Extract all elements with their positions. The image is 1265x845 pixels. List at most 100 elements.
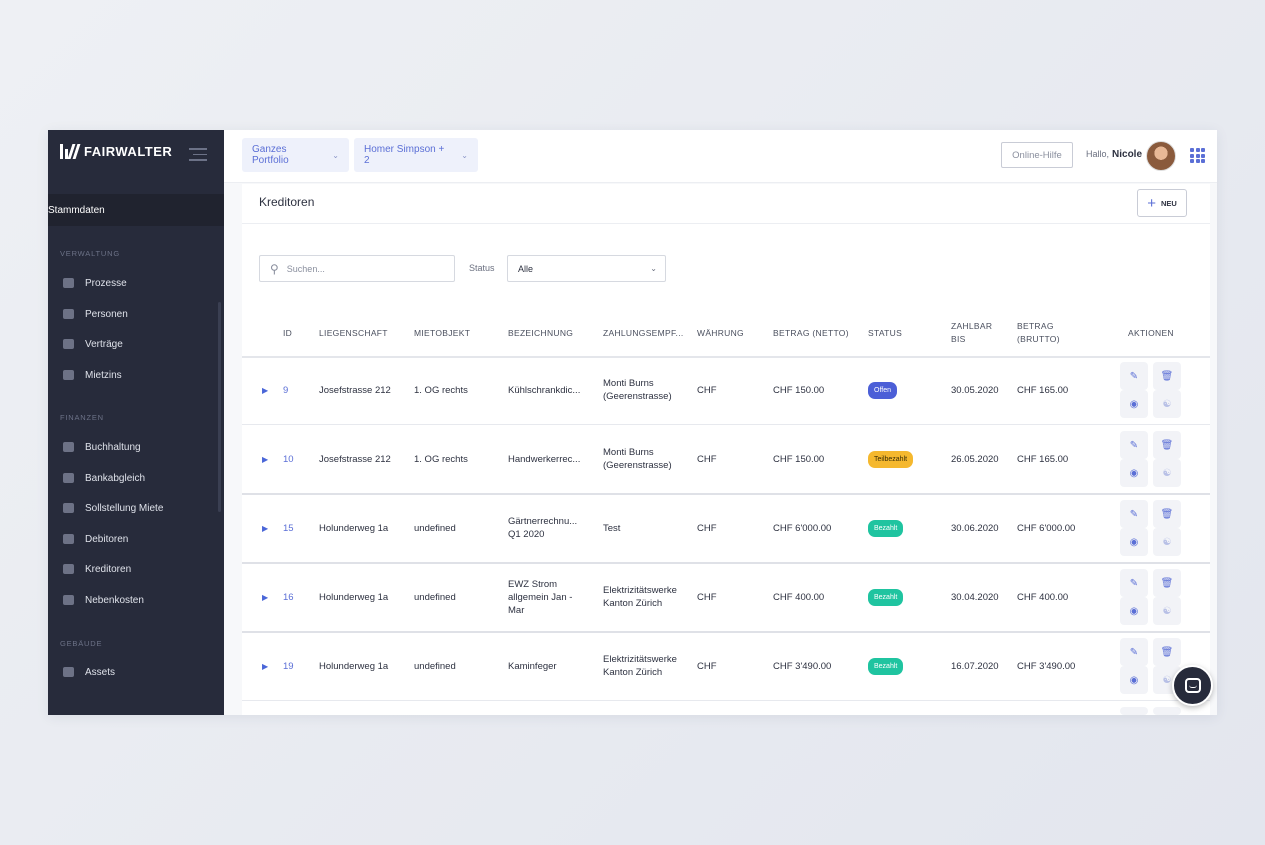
- owner-dropdown[interactable]: Homer Simpson + 2 ⌄: [354, 138, 478, 172]
- expand-arrow-icon[interactable]: ▶: [262, 592, 269, 602]
- sidebar-item-personen[interactable]: Personen: [48, 300, 224, 328]
- credit-icon: [63, 564, 74, 574]
- sidebar-scrollbar[interactable]: [218, 302, 221, 512]
- expand-arrow-icon[interactable]: ▶: [262, 523, 269, 533]
- pay-icon: ☯: [1162, 605, 1172, 617]
- pay-button[interactable]: ☯: [1153, 390, 1181, 418]
- sidebar-item-buchhaltung[interactable]: Buchhaltung: [48, 433, 224, 461]
- list-icon: [63, 278, 74, 288]
- sidebar-item-label: Sollstellung Miete: [85, 502, 164, 514]
- sidebar-item-vertraege[interactable]: Verträge: [48, 330, 224, 358]
- bank-icon: [63, 473, 74, 483]
- user-greeting: Hallo, Nicole: [1086, 149, 1142, 160]
- delete-button[interactable]: 🗑: [1153, 569, 1181, 597]
- column-header-status[interactable]: STATUS: [868, 327, 903, 338]
- edit-button[interactable]: [1120, 707, 1148, 715]
- online-help-button[interactable]: Online-Hilfe: [1001, 142, 1073, 168]
- edit-button[interactable]: ✎: [1120, 638, 1148, 666]
- table-row[interactable]: ▶ 19 Holunderweg 1a undefined Kaminfeger…: [242, 632, 1210, 701]
- chevron-down-icon: ⌄: [650, 264, 657, 273]
- edit-button[interactable]: ✎: [1120, 362, 1148, 390]
- column-header-zahlbar-bis[interactable]: ZAHLBAR BIS: [951, 321, 993, 344]
- row-id[interactable]: 10: [283, 453, 294, 465]
- delete-button[interactable]: [1153, 707, 1181, 715]
- view-button[interactable]: ◉: [1120, 528, 1148, 556]
- sidebar-item-label: Assets: [85, 666, 116, 678]
- avatar[interactable]: [1146, 141, 1176, 171]
- expand-arrow-icon[interactable]: ▶: [262, 661, 269, 671]
- cell-betrag-brutto: CHF 165.00: [1017, 384, 1069, 396]
- cell-mietobjekt: undefined: [414, 660, 456, 672]
- sidebar-item-stammdaten[interactable]: Stammdaten: [48, 194, 224, 226]
- view-button[interactable]: ◉: [1120, 666, 1148, 694]
- expand-arrow-icon[interactable]: ▶: [262, 454, 269, 464]
- sidebar-item-sollstellung[interactable]: Sollstellung Miete: [48, 494, 224, 522]
- column-header-betrag-netto[interactable]: BETRAG (NETTO): [773, 327, 849, 338]
- row-id[interactable]: 16: [283, 591, 294, 603]
- delete-button[interactable]: 🗑: [1153, 431, 1181, 459]
- cell-empfaenger: Elektrizitätswerke Kanton Zürich: [603, 585, 677, 609]
- delete-button[interactable]: 🗑: [1153, 638, 1181, 666]
- cell-bezeichnung: Handwerkerrec...: [508, 453, 581, 465]
- chat-button[interactable]: [1172, 665, 1213, 706]
- apps-grid-icon[interactable]: [1190, 148, 1205, 163]
- new-button[interactable]: + NEU: [1137, 189, 1187, 217]
- search-input[interactable]: [284, 262, 439, 275]
- delete-button[interactable]: 🗑: [1153, 362, 1181, 390]
- column-header-aktionen: AKTIONEN: [1128, 327, 1174, 338]
- sidebar-item-mietzins[interactable]: Mietzins: [48, 361, 224, 389]
- row-id[interactable]: 19: [283, 660, 294, 672]
- column-header-betrag-brutto[interactable]: BETRAG (BRUTTO): [1017, 321, 1060, 344]
- delete-button[interactable]: 🗑: [1153, 500, 1181, 528]
- column-header-mietobjekt[interactable]: MIETOBJEKT: [414, 327, 471, 338]
- table-row[interactable]: ▶ 16 Holunderweg 1a undefined EWZ Strom …: [242, 563, 1210, 633]
- table-row[interactable]: ▶ 15 Holunderweg 1a undefined Gärtnerrec…: [242, 494, 1210, 564]
- cell-empfaenger: Elektrizitätswerke Kanton Zürich: [603, 654, 677, 678]
- column-header-liegenschaft[interactable]: LIEGENSCHAFT: [319, 327, 388, 338]
- column-header-id[interactable]: ID: [283, 327, 293, 338]
- brand-logo[interactable]: FAIRWALTER: [60, 144, 172, 159]
- sidebar-item-nebenkosten[interactable]: Nebenkosten: [48, 586, 224, 614]
- table-row[interactable]: ▶ 10 Josefstrasse 212 1. OG rechts Handw…: [242, 425, 1210, 495]
- sidebar-item-kreditoren[interactable]: Kreditoren: [48, 555, 224, 583]
- view-button[interactable]: ◉: [1120, 597, 1148, 625]
- column-header-zahlungsempfaenger[interactable]: ZAHLUNGSEMPF...: [603, 327, 684, 338]
- pay-button[interactable]: ☯: [1153, 528, 1181, 556]
- cell-liegenschaft: Josefstrasse 212: [319, 384, 391, 396]
- sidebar-item-debitoren[interactable]: Debitoren: [48, 525, 224, 553]
- search-field[interactable]: ⚲: [259, 255, 455, 282]
- cell-bezeichnung: EWZ Strom allgemein Jan - Mar: [508, 578, 573, 616]
- column-header-bezeichnung[interactable]: BEZEICHNUNG: [508, 327, 574, 338]
- row-id[interactable]: 15: [283, 522, 294, 534]
- menu-toggle-icon[interactable]: [189, 148, 207, 165]
- portfolio-dropdown[interactable]: Ganzes Portfolio ⌄: [242, 138, 349, 172]
- cell-betrag-netto: CHF 6'000.00: [773, 522, 832, 534]
- sidebar-item-bankabgleich[interactable]: Bankabgleich: [48, 464, 224, 492]
- cell-waehrung: CHF: [697, 384, 717, 396]
- table-row[interactable]: ▶ 9 Josefstrasse 212 1. OG rechts Kühlsc…: [242, 356, 1210, 425]
- cell-bezeichnung: Kühlschrankdic...: [508, 384, 581, 396]
- status-badge: Bezahlt: [868, 519, 904, 537]
- edit-button[interactable]: ✎: [1120, 431, 1148, 459]
- chevron-down-icon: ⌄: [461, 150, 468, 160]
- edit-icon: ✎: [1129, 439, 1139, 451]
- cell-betrag-netto: CHF 150.00: [773, 453, 825, 465]
- pay-button[interactable]: ☯: [1153, 459, 1181, 487]
- cell-mietobjekt: undefined: [414, 522, 456, 534]
- chevron-down-icon: ⌄: [332, 150, 339, 160]
- view-button[interactable]: ◉: [1120, 390, 1148, 418]
- sidebar-item-assets[interactable]: Assets: [48, 658, 224, 686]
- kreditoren-card: Kreditoren + NEU ⚲ Status Alle ⌄ ID LIEGEN…: [242, 184, 1210, 715]
- cell-betrag-brutto: CHF 6'000.00: [1017, 522, 1076, 534]
- edit-button[interactable]: ✎: [1120, 569, 1148, 597]
- view-button[interactable]: ◉: [1120, 459, 1148, 487]
- flame-icon: [63, 595, 74, 605]
- pay-button[interactable]: ☯: [1153, 597, 1181, 625]
- edit-button[interactable]: ✎: [1120, 500, 1148, 528]
- expand-arrow-icon[interactable]: ▶: [262, 385, 269, 395]
- row-id[interactable]: 9: [283, 384, 289, 396]
- sidebar-item-label: Nebenkosten: [85, 594, 144, 606]
- status-select[interactable]: Alle ⌄: [507, 255, 666, 282]
- sidebar-item-prozesse[interactable]: Prozesse: [48, 269, 224, 297]
- column-header-waehrung[interactable]: WÄHRUNG: [697, 327, 744, 338]
